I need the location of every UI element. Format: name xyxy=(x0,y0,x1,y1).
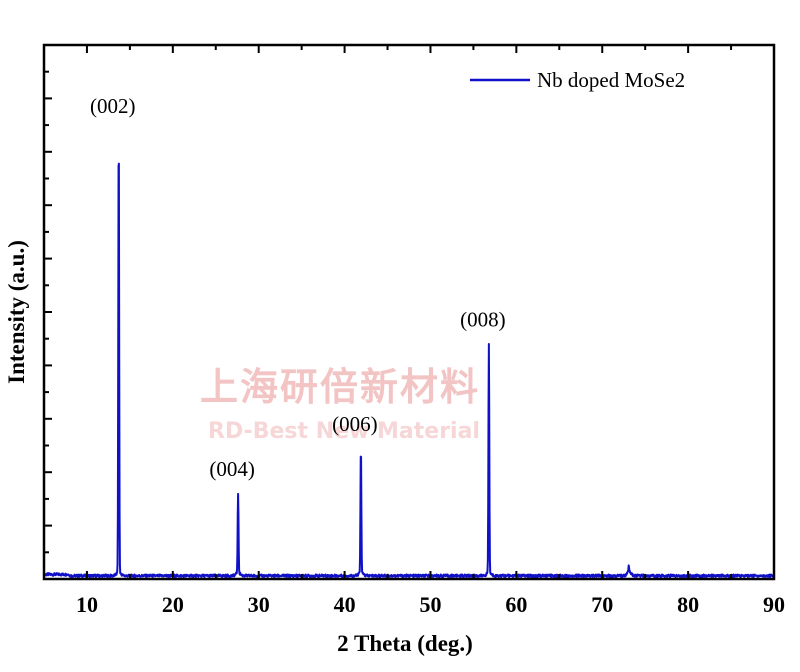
plot-area xyxy=(43,133,775,579)
x-tick-label: 10 xyxy=(76,592,98,617)
watermark: 上海研倍新材料 RD-Best New Material xyxy=(200,365,480,444)
peak-label: (002) xyxy=(90,94,136,118)
peak-label: (004) xyxy=(209,457,255,481)
watermark-english: RD-Best New Material xyxy=(208,419,480,444)
x-tick-label: 70 xyxy=(591,592,613,617)
x-tick-label: 40 xyxy=(334,592,356,617)
x-tick-label: 50 xyxy=(419,592,441,617)
peak-label: (008) xyxy=(460,308,506,332)
x-tick-label: 90 xyxy=(763,592,785,617)
legend-label: Nb doped MoSe2 xyxy=(537,68,685,92)
x-tick-label: 30 xyxy=(248,592,270,617)
x-axis-title: 2 Theta (deg.) xyxy=(337,631,473,656)
plot-frame xyxy=(42,43,776,581)
series-line xyxy=(43,162,775,579)
legend: Nb doped MoSe2 xyxy=(470,68,685,92)
x-tick-label: 20 xyxy=(162,592,184,617)
y-axis-ticks xyxy=(44,70,52,554)
peak-labels: (002) (004) (006) (008) xyxy=(90,94,506,481)
x-tick-label: 80 xyxy=(677,592,699,617)
peak-label: (006) xyxy=(332,412,378,436)
x-axis-ticks: 10 20 30 40 50 60 70 80 90 xyxy=(43,45,785,617)
watermark-chinese: 上海研倍新材料 xyxy=(200,365,480,409)
y-axis-title: Intensity (a.u.) xyxy=(4,240,29,384)
x-tick-label: 60 xyxy=(505,592,527,617)
